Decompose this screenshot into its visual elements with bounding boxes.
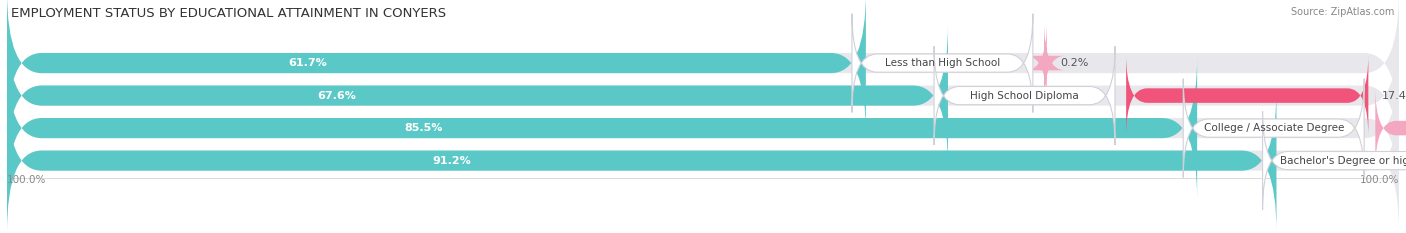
Text: EMPLOYMENT STATUS BY EDUCATIONAL ATTAINMENT IN CONYERS: EMPLOYMENT STATUS BY EDUCATIONAL ATTAINM…	[11, 7, 446, 20]
FancyBboxPatch shape	[7, 89, 1399, 232]
FancyBboxPatch shape	[7, 89, 1277, 232]
FancyBboxPatch shape	[1375, 87, 1406, 170]
FancyBboxPatch shape	[1026, 22, 1064, 105]
FancyBboxPatch shape	[7, 57, 1399, 199]
Text: Less than High School: Less than High School	[884, 58, 1000, 68]
Text: 85.5%: 85.5%	[405, 123, 443, 133]
FancyBboxPatch shape	[7, 24, 948, 167]
FancyBboxPatch shape	[7, 0, 1399, 134]
FancyBboxPatch shape	[1184, 79, 1364, 178]
FancyBboxPatch shape	[852, 14, 1033, 113]
FancyBboxPatch shape	[7, 57, 1197, 199]
Text: 0.2%: 0.2%	[1060, 58, 1090, 68]
FancyBboxPatch shape	[934, 46, 1115, 145]
Text: Source: ZipAtlas.com: Source: ZipAtlas.com	[1291, 7, 1395, 17]
Text: 91.2%: 91.2%	[432, 156, 471, 166]
Text: College / Associate Degree: College / Associate Degree	[1204, 123, 1344, 133]
Text: 17.4%: 17.4%	[1382, 91, 1406, 101]
FancyBboxPatch shape	[1126, 54, 1368, 137]
Text: 100.0%: 100.0%	[7, 175, 46, 185]
FancyBboxPatch shape	[7, 24, 1399, 167]
Text: 100.0%: 100.0%	[1360, 175, 1399, 185]
FancyBboxPatch shape	[1263, 111, 1406, 210]
Text: High School Diploma: High School Diploma	[970, 91, 1078, 101]
Text: 67.6%: 67.6%	[316, 91, 356, 101]
Text: Bachelor's Degree or higher: Bachelor's Degree or higher	[1279, 156, 1406, 166]
FancyBboxPatch shape	[7, 0, 866, 134]
Text: 61.7%: 61.7%	[288, 58, 328, 68]
